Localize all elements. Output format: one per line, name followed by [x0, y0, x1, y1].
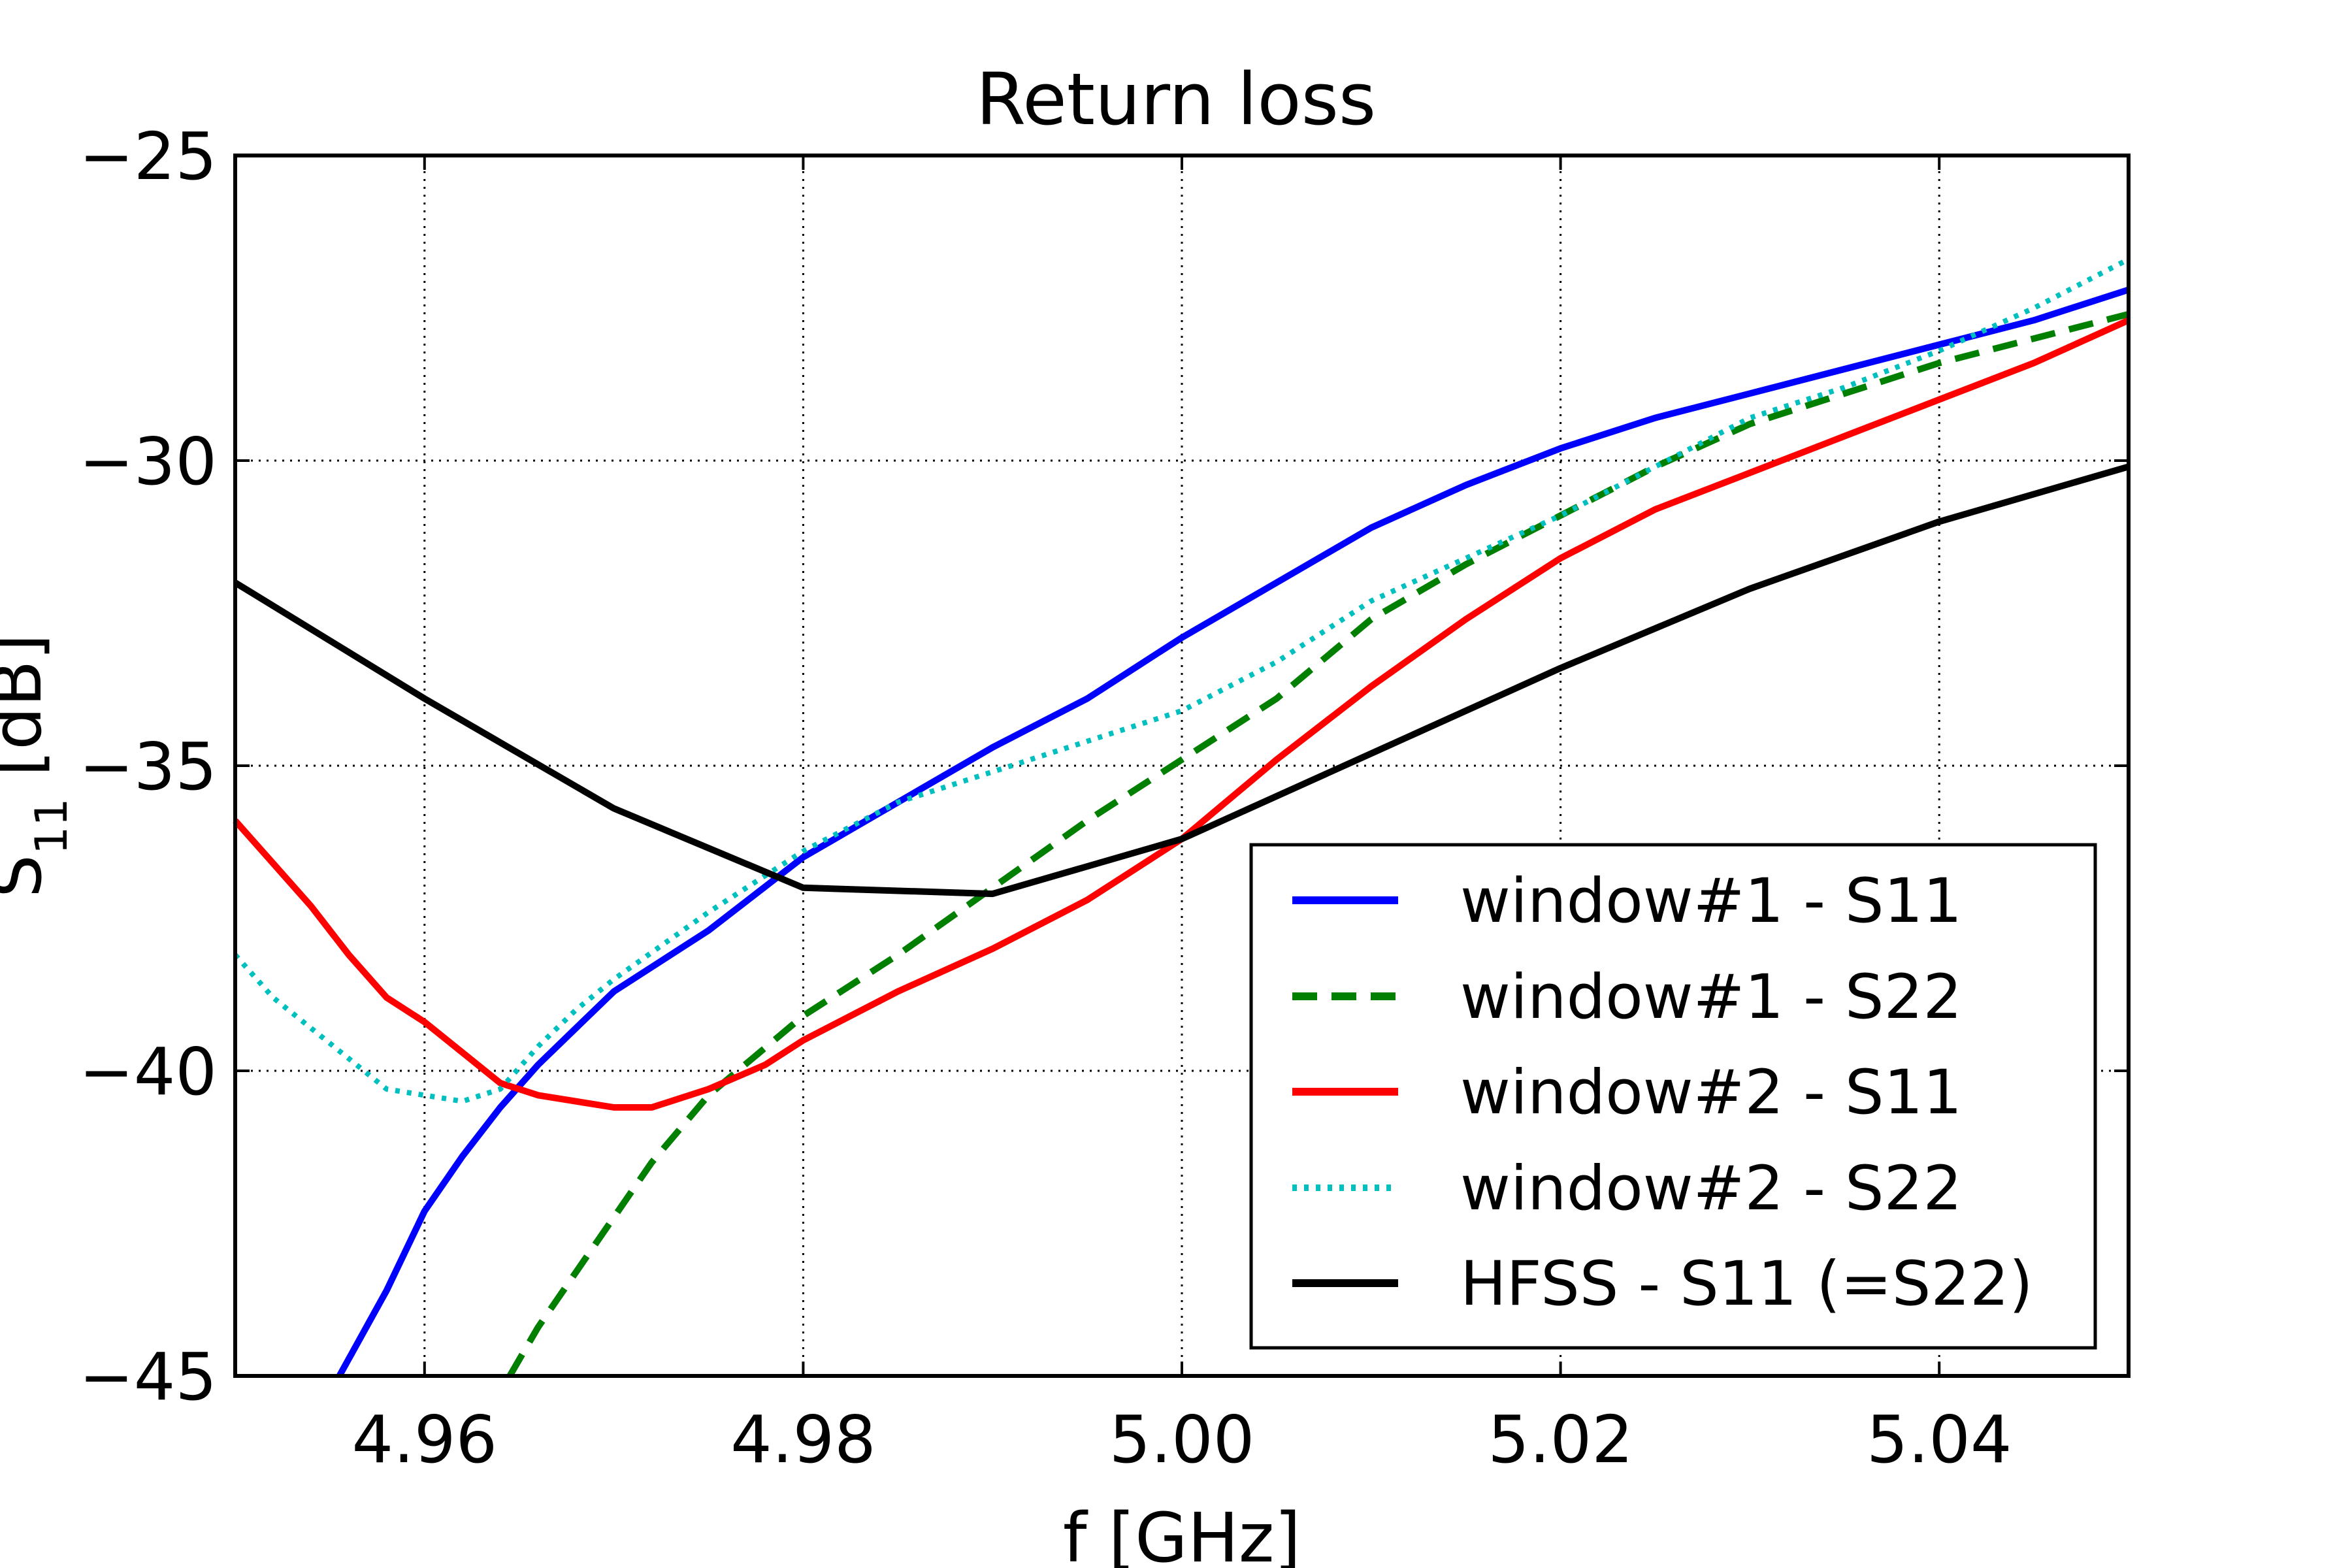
grid-lines: [235, 155, 2129, 1376]
series-line: [233, 257, 2130, 1104]
y-tick-label: −30: [79, 423, 217, 500]
y-axis-label: S11 [dB]: [0, 634, 78, 898]
x-axis-label: f [GHz]: [1063, 1498, 1301, 1568]
x-tick-label: 4.98: [730, 1401, 876, 1478]
x-tick-label: 5.04: [1867, 1401, 2012, 1478]
y-tick-label: −25: [79, 118, 217, 195]
y-axis-label-tail: [dB]: [0, 634, 57, 798]
axis-ticks: 4.96 4.98 5.00 5.02 5.04 −45 −40 −35 −30 −25: [79, 118, 2129, 1478]
x-tick-label: 5.02: [1488, 1401, 1633, 1478]
y-axis-label-main: S: [0, 855, 57, 898]
legend-label: window#1 - S11: [1460, 866, 1962, 937]
legend-box: [1249, 843, 2097, 1350]
legend-label: window#2 - S11: [1460, 1057, 1962, 1128]
y-tick-label: −45: [79, 1339, 217, 1415]
y-axis-label-sub: 11: [26, 798, 78, 855]
y-tick-label: −35: [79, 728, 217, 805]
x-tick-label: 5.00: [1109, 1401, 1255, 1478]
series-line: [233, 317, 2131, 1111]
series-layer: [233, 257, 2131, 1378]
legend-label: HFSS - S11 (=S22): [1460, 1249, 2033, 1320]
legend-label: window#1 - S22: [1460, 962, 1962, 1033]
y-tick-label: −40: [79, 1034, 217, 1110]
legend-label: window#2 - S22: [1460, 1153, 1962, 1224]
legend: window#1 - S11 window#1 - S22 window#2 - S…: [1249, 843, 2097, 1350]
series-line: [336, 286, 2130, 1378]
chart-title: Return loss: [976, 57, 1376, 141]
series-line: [233, 463, 2130, 898]
x-tick-label: 4.96: [351, 1401, 497, 1478]
series-line: [506, 310, 2130, 1378]
